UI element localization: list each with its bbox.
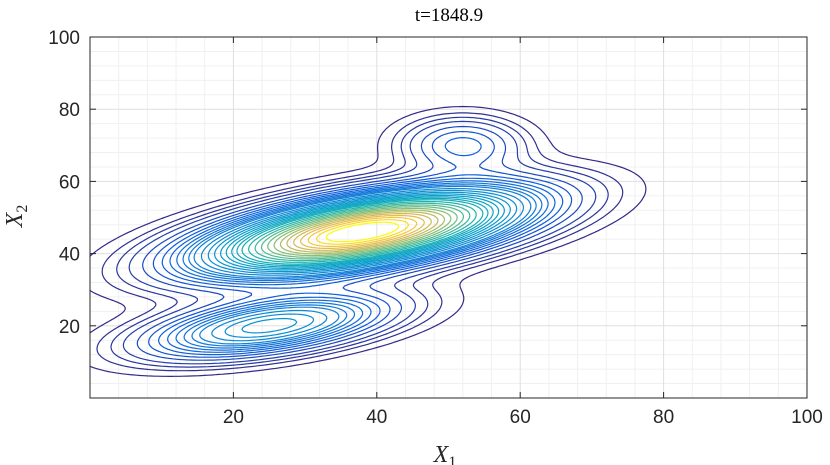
- y-tick-label: 100: [48, 28, 80, 49]
- contour-level-line: [200, 187, 524, 342]
- chart-title: t=1848.9: [415, 5, 483, 26]
- contour-level-line: [273, 207, 452, 257]
- contour-level-line: [286, 211, 439, 253]
- contour-level-line: [236, 197, 489, 267]
- contour-level-line: [325, 221, 400, 243]
- x-axis-label-main: X: [433, 442, 450, 465]
- contour-level-line: [260, 204, 464, 260]
- contour-level-line: [89, 105, 647, 377]
- contour-level-line: [279, 209, 446, 255]
- x-axis-label: X1: [433, 442, 457, 465]
- x-tick-label: 60: [510, 407, 531, 428]
- contour-level-line: [241, 199, 484, 265]
- x-axis-label-subscript: 1: [448, 454, 456, 465]
- x-tick-label: 20: [223, 407, 244, 428]
- y-ticks: 20 40 60 80 100: [48, 28, 807, 338]
- contour-level-line: [136, 125, 583, 361]
- contour-level-line: [267, 206, 458, 258]
- contour-level-line: [254, 202, 471, 262]
- contour-level-line: [300, 214, 425, 249]
- y-axis-label-main: X: [2, 211, 28, 228]
- y-axis-label-subscript: 2: [14, 205, 31, 213]
- y-tick-label: 60: [59, 172, 80, 193]
- x-tick-label: 100: [791, 407, 823, 428]
- contour-level-line: [307, 216, 418, 247]
- x-tick-label: 40: [366, 407, 387, 428]
- contour-level-line: [110, 116, 609, 368]
- minor-grid: [90, 37, 807, 398]
- contour-level-line: [193, 185, 532, 345]
- axes-box: [89, 36, 808, 399]
- y-tick-label: 80: [59, 100, 80, 121]
- contour-level-line: [158, 137, 564, 356]
- y-tick-label: 20: [59, 317, 80, 338]
- contour-level-line: [231, 196, 494, 268]
- contour-level-line: [207, 189, 518, 338]
- contour-lines: [89, 105, 647, 377]
- y-tick-label: 40: [59, 245, 80, 266]
- contour-level-line: [293, 213, 432, 251]
- contour-level-line: [315, 219, 409, 245]
- contour-level-line: [122, 120, 597, 365]
- contour-level-line: [182, 182, 543, 349]
- x-ticks: 20 40 60 80 100: [223, 37, 823, 428]
- x-tick-label: 80: [653, 407, 674, 428]
- contour-level-line: [220, 193, 505, 271]
- contour-level-line: [175, 180, 549, 351]
- contour-level-line: [96, 112, 624, 372]
- contour-level-line: [214, 191, 511, 334]
- contour-level-line: [148, 131, 573, 358]
- contour-level-line: [248, 200, 477, 263]
- y-axis-label: X2: [2, 205, 31, 229]
- contour-level-line: [167, 177, 556, 353]
- contour-level-line: [225, 194, 500, 269]
- contour-level-line: [188, 184, 537, 347]
